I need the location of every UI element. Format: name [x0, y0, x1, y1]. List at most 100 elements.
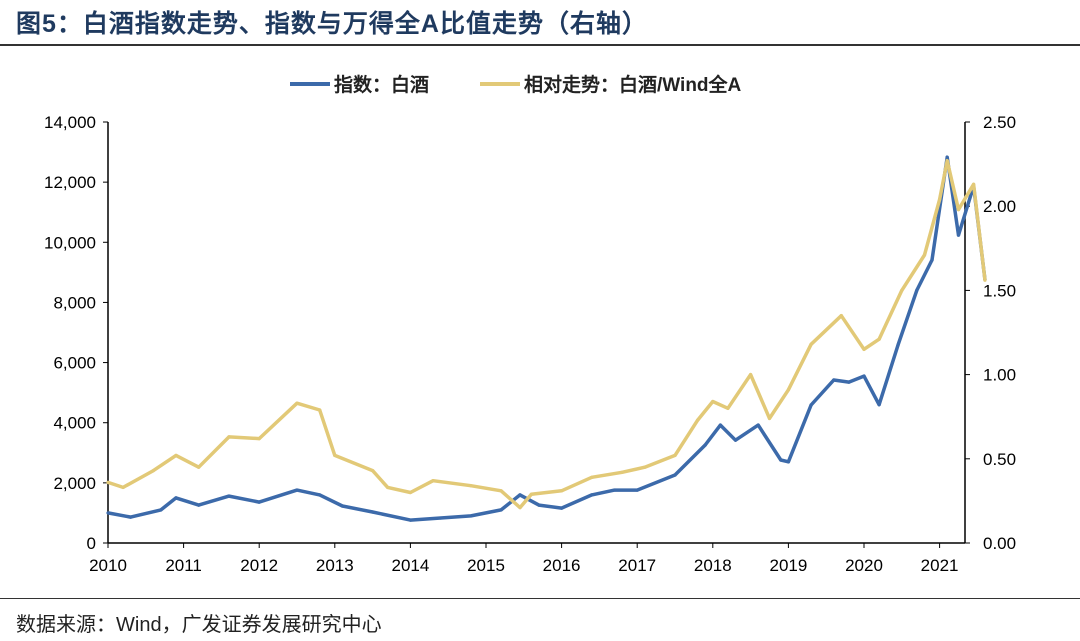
point-relative — [408, 490, 412, 495]
point-index — [956, 233, 961, 237]
point-index — [635, 488, 639, 492]
point-relative — [673, 453, 677, 458]
point-relative — [257, 436, 261, 441]
point-relative — [227, 435, 231, 439]
legend-label: 相对走势：白酒/Wind全A — [524, 73, 742, 96]
title-divider — [0, 44, 1080, 46]
point-relative — [696, 418, 700, 422]
point-index — [560, 506, 564, 510]
x-tick-label: 2015 — [467, 556, 505, 575]
point-relative — [469, 484, 473, 488]
point-relative — [333, 453, 337, 458]
left-tick-label: 6,000 — [53, 354, 96, 373]
point-relative — [972, 182, 976, 186]
source-divider — [0, 598, 1080, 599]
point-relative — [945, 159, 949, 163]
point-index — [340, 504, 344, 508]
series-line-index — [107, 155, 987, 522]
point-relative — [877, 337, 881, 341]
point-relative — [318, 408, 322, 412]
x-tick-label: 2014 — [391, 556, 429, 575]
point-index — [877, 403, 881, 407]
point-index — [295, 488, 299, 492]
left-tick-label: 14,000 — [44, 113, 96, 132]
point-relative — [839, 314, 843, 318]
left-tick-label: 10,000 — [44, 233, 96, 252]
point-index — [174, 496, 178, 500]
x-tick-label: 2012 — [240, 556, 278, 575]
x-tick-label: 2011 — [165, 556, 202, 575]
point-relative — [174, 453, 178, 458]
point-index — [786, 460, 791, 464]
left-tick-label: 0 — [87, 534, 96, 553]
point-index — [756, 423, 760, 427]
point-relative — [809, 342, 813, 346]
point-relative — [197, 465, 201, 469]
point-relative — [431, 479, 435, 483]
point-relative — [922, 253, 927, 257]
point-index — [408, 518, 412, 522]
point-index — [257, 500, 261, 504]
point-index — [945, 155, 949, 159]
figure-title: 图5：白酒指数走势、指数与万得全A比值走势（右轴） — [16, 10, 648, 38]
point-index — [779, 458, 783, 462]
point-index — [862, 374, 866, 378]
right-tick-label: 0.50 — [983, 450, 1016, 469]
x-tick-label: 2013 — [316, 556, 354, 575]
right-tick-label: 2.50 — [983, 113, 1016, 132]
series-line-relative — [107, 158, 987, 510]
point-index — [612, 488, 617, 492]
point-index — [159, 508, 163, 512]
point-index — [371, 510, 375, 514]
point-index — [106, 511, 110, 515]
point-index — [129, 515, 133, 519]
point-relative — [862, 347, 866, 351]
point-index — [703, 443, 707, 447]
x-tick-label: 2017 — [618, 556, 656, 575]
point-relative — [726, 406, 730, 410]
point-relative — [518, 506, 522, 510]
left-tick-label: 2,000 — [53, 474, 96, 493]
x-tick-label: 2016 — [543, 556, 581, 575]
x-tick-label: 2020 — [845, 556, 883, 575]
point-relative — [386, 485, 390, 490]
point-index — [469, 514, 473, 518]
point-relative — [711, 399, 715, 404]
point-index — [518, 493, 522, 497]
point-relative — [121, 485, 125, 490]
point-relative — [499, 489, 503, 493]
x-tick-label: 2010 — [89, 556, 127, 575]
left-tick-label: 4,000 — [53, 414, 96, 433]
x-tick-label: 2019 — [769, 556, 807, 575]
left-tick-label: 12,000 — [44, 173, 96, 192]
point-relative — [106, 480, 110, 484]
point-index — [227, 494, 231, 498]
point-relative — [900, 288, 904, 292]
point-relative — [786, 388, 791, 392]
point-relative — [643, 465, 647, 469]
point-index — [718, 423, 722, 427]
point-index — [537, 503, 541, 507]
point-index — [673, 473, 677, 477]
right-tick-label: 0.00 — [983, 534, 1016, 553]
point-relative — [767, 416, 772, 420]
point-relative — [956, 207, 961, 212]
point-index — [733, 438, 738, 442]
point-relative — [295, 401, 299, 405]
source-note: 数据来源：Wind，广发证券发展研究中心 — [16, 614, 382, 636]
left-tick-label: 8,000 — [53, 293, 96, 312]
point-index — [896, 343, 900, 347]
right-tick-label: 1.00 — [983, 366, 1016, 385]
point-index — [499, 508, 503, 512]
point-relative — [938, 197, 942, 202]
point-relative — [560, 489, 564, 493]
point-index — [590, 493, 594, 497]
point-index — [832, 378, 836, 382]
x-tick-label: 2018 — [694, 556, 732, 575]
point-index — [915, 288, 919, 292]
point-index — [318, 493, 322, 497]
x-tick-label: 2021 — [921, 556, 959, 575]
point-index — [930, 258, 934, 262]
point-relative — [590, 475, 594, 479]
